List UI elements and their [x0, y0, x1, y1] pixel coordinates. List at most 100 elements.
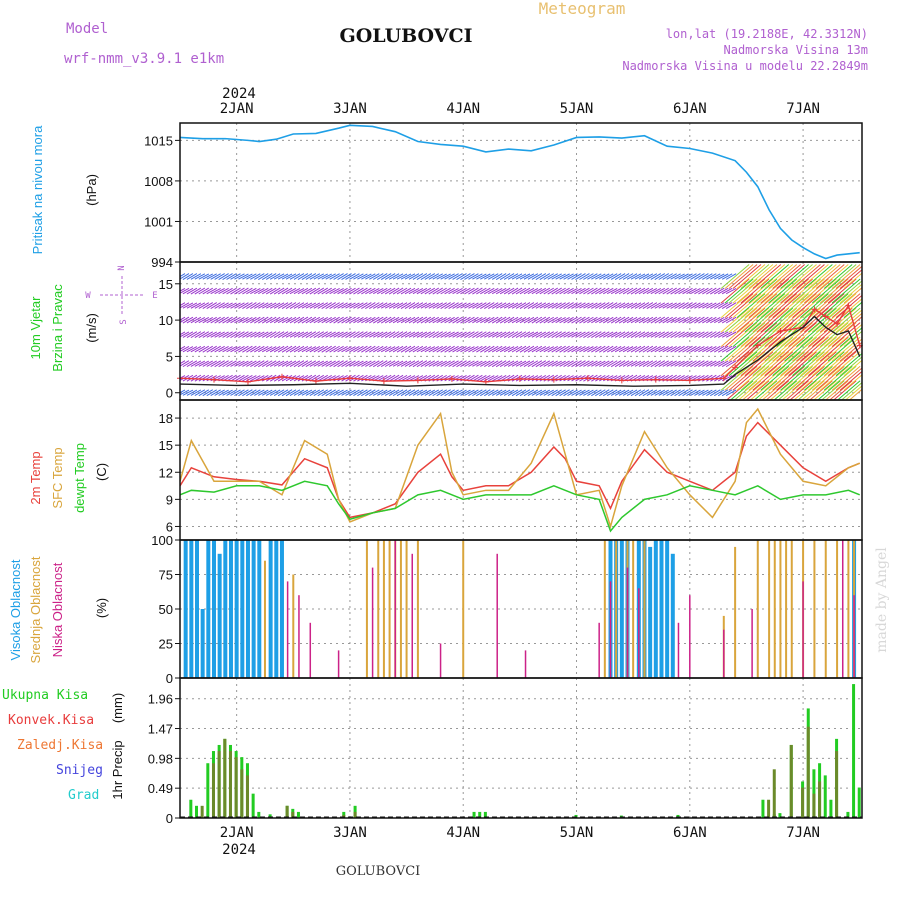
wind-barb: [180, 375, 186, 379]
wind-barb: [226, 360, 237, 367]
wind-barb: [194, 287, 206, 295]
precip-bar: [835, 751, 839, 818]
wind-barb: [780, 307, 809, 333]
wind-barb: [495, 346, 507, 353]
wind-barb: [519, 389, 531, 397]
wind-barb: [404, 287, 416, 295]
panel-frame: [179, 677, 863, 819]
precip-bar: [268, 814, 272, 818]
wind-barb: [242, 302, 253, 309]
wind-barb: [428, 273, 440, 280]
wind-barb: [353, 360, 364, 367]
wind-barb: [369, 302, 380, 309]
wind-barb: [535, 273, 547, 280]
wind-barb: [186, 273, 198, 280]
cloud-bar: [626, 567, 629, 678]
y-tick-label: 1001: [144, 214, 173, 229]
cloud-bar: [309, 622, 312, 678]
wind-barb: [768, 307, 798, 333]
wind-barb: [309, 316, 321, 324]
wind-barb: [595, 389, 606, 397]
wind-barb: [531, 302, 543, 309]
wind-barb: [543, 374, 555, 382]
wind-barb: [606, 273, 618, 280]
wind-barb: [694, 273, 705, 280]
wind-barb: [380, 360, 392, 368]
wind-barb: [432, 345, 443, 353]
wind-barb: [317, 345, 328, 353]
wind-barb: [831, 264, 861, 289]
wind-barb: [254, 345, 265, 353]
wind-speed-point: [834, 320, 841, 327]
wind-barb: [706, 287, 717, 295]
wind-barb: [293, 331, 305, 338]
wind-barb: [682, 345, 693, 353]
wind-barb: [595, 273, 606, 280]
wind-barb: [408, 287, 420, 295]
wind-barb: [448, 345, 459, 353]
wind-barb: [186, 287, 198, 295]
wind-barb: [321, 273, 332, 280]
wind-barb: [337, 331, 348, 338]
wind-barb: [768, 365, 798, 391]
wind-barb: [250, 316, 261, 324]
wind-barb: [780, 351, 809, 377]
wind-barb: [678, 273, 689, 280]
wind-barb: [432, 317, 443, 324]
cloud-bar: [189, 540, 194, 678]
wind-barb: [345, 360, 356, 367]
precip-bar: [789, 744, 793, 818]
wind-barb: [273, 360, 285, 367]
wind-barb: [309, 360, 321, 367]
wind-barb: [365, 287, 376, 295]
wind-barb: [614, 287, 626, 295]
wind-barb: [194, 302, 206, 309]
wind-barb: [281, 345, 293, 353]
wind-barb: [678, 389, 689, 397]
wind-barb: [543, 331, 555, 339]
wind-barb: [618, 273, 630, 280]
wind-barb: [305, 302, 317, 309]
wind-barb: [285, 302, 297, 310]
wind-barb: [484, 273, 495, 280]
wind-barb: [831, 278, 861, 304]
wind-barb: [764, 278, 794, 304]
wind-barb: [412, 331, 424, 338]
wind-barb: [555, 345, 566, 353]
wind-barb: [480, 375, 491, 382]
wind-barb: [804, 278, 833, 304]
wind-barb: [301, 389, 313, 396]
wind-barb: [678, 316, 689, 324]
wind-barb: [392, 374, 404, 382]
wind-barb: [369, 360, 380, 368]
wind-barb: [412, 316, 424, 324]
wind-barb: [472, 360, 483, 367]
wind-barb: [630, 345, 642, 353]
wind-barb: [369, 287, 380, 295]
wind-barb: [720, 365, 750, 391]
wind-barb: [357, 287, 368, 295]
wind-barb: [579, 389, 590, 396]
wind-barb: [293, 302, 305, 309]
panel-frame: [179, 399, 863, 541]
wind-barb: [396, 317, 408, 324]
wind-barb: [756, 351, 786, 377]
wind-barb: [420, 302, 432, 309]
wind-barb: [720, 264, 750, 289]
cloud-bar: [853, 595, 855, 678]
wind-barb: [456, 331, 467, 338]
wind-barb: [535, 389, 547, 396]
wind-barb: [349, 302, 360, 309]
wind-barb: [815, 336, 845, 362]
wind-barb: [361, 331, 372, 338]
wind-barb: [583, 346, 594, 353]
wind-barb: [361, 345, 372, 353]
wind-barb: [646, 345, 658, 353]
wind-barb: [702, 302, 713, 309]
wind-barb: [579, 360, 590, 368]
wind-barb: [610, 273, 622, 280]
wind-barb: [180, 287, 186, 292]
wind-barb: [476, 374, 487, 382]
wind-barb: [507, 273, 519, 280]
wind-barb: [563, 331, 574, 338]
